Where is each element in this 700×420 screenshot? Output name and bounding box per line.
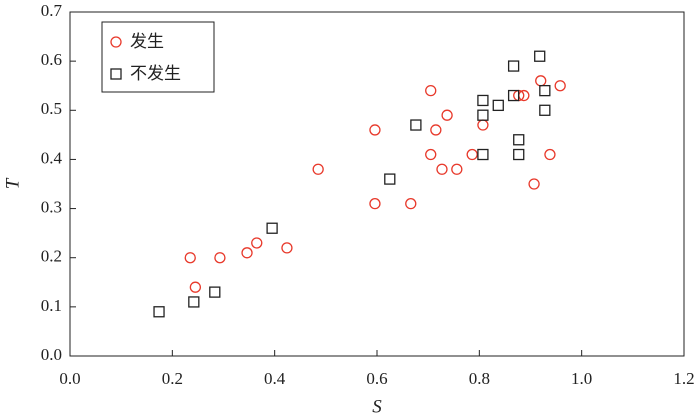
x-tick-label: 0.4	[264, 369, 286, 388]
x-tick-label: 0.2	[162, 369, 183, 388]
x-tick-label: 0.6	[366, 369, 387, 388]
y-tick-label: 0.6	[41, 50, 62, 69]
point	[441, 109, 453, 121]
x-tick-label: 1.0	[571, 369, 592, 388]
point	[153, 306, 165, 318]
x-tick-label: 0.0	[59, 369, 80, 388]
legend-label: 不发生	[130, 64, 181, 84]
point	[251, 237, 263, 249]
legend-label: 发生	[130, 32, 164, 52]
y-tick-label: 0.3	[41, 197, 62, 216]
point	[189, 281, 202, 293]
y-tick-label: 0.4	[41, 148, 63, 167]
point	[513, 134, 525, 146]
point	[507, 89, 520, 102]
x-tick-label: 1.2	[673, 369, 694, 388]
point	[466, 148, 478, 161]
point	[539, 84, 551, 97]
x-tick-label: 0.8	[469, 369, 490, 388]
point	[184, 252, 196, 264]
y-tick-label: 0.7	[41, 1, 63, 20]
point	[425, 148, 437, 161]
point	[312, 163, 324, 175]
point	[266, 222, 278, 234]
point	[451, 163, 463, 175]
point	[369, 198, 381, 210]
point	[436, 163, 448, 175]
point	[554, 80, 566, 92]
point	[544, 148, 556, 161]
y-axis-title: T	[2, 177, 23, 189]
point	[410, 119, 422, 131]
legend-box	[101, 21, 215, 93]
x-axis-title: S	[372, 396, 382, 417]
y-tick-label: 0.5	[41, 99, 62, 118]
y-tick-label: 0.2	[41, 247, 62, 266]
point	[477, 119, 489, 131]
point	[477, 94, 489, 107]
point	[425, 84, 437, 97]
point	[209, 286, 221, 298]
point	[534, 50, 546, 62]
point	[535, 75, 547, 87]
point	[492, 99, 504, 112]
point	[528, 178, 540, 190]
point	[384, 173, 396, 185]
point	[405, 198, 417, 210]
point	[507, 60, 520, 72]
point	[477, 148, 489, 161]
point	[539, 104, 551, 116]
point	[477, 109, 489, 121]
point	[430, 124, 442, 136]
point	[281, 242, 293, 254]
point	[214, 252, 226, 264]
point	[369, 124, 381, 136]
y-tick-label: 0.0	[41, 345, 62, 364]
legend-marker	[110, 36, 122, 48]
legend-marker	[110, 68, 122, 80]
point	[241, 247, 253, 259]
point	[513, 148, 525, 161]
point	[188, 296, 200, 308]
y-tick-label: 0.1	[41, 296, 62, 315]
plot-frame	[69, 11, 685, 357]
